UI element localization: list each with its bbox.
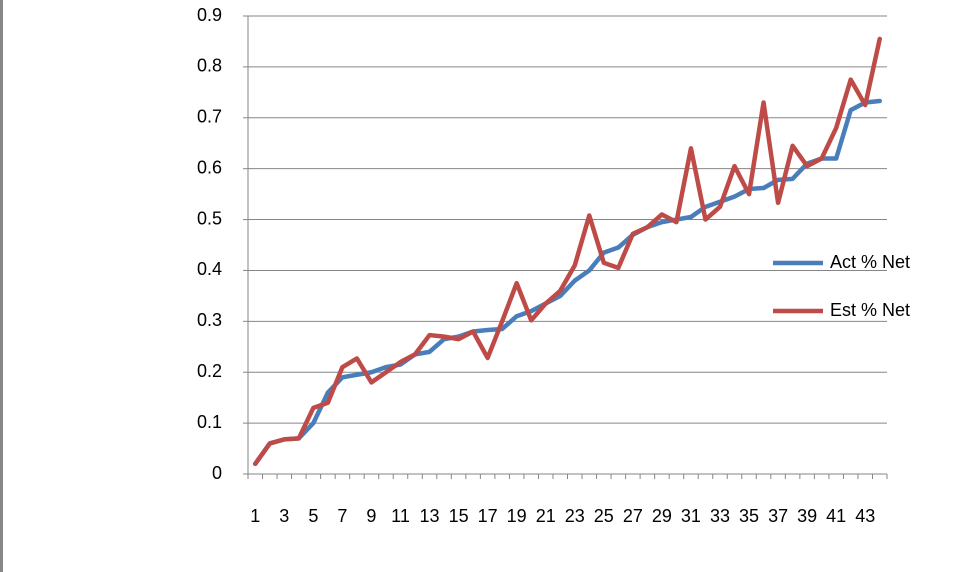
- series-line: [253, 36, 882, 467]
- y-tick-label: 0.9: [197, 5, 222, 25]
- x-tick-label: 25: [594, 506, 614, 526]
- x-tick-label: 39: [797, 506, 817, 526]
- y-tick-label: 0.6: [197, 157, 222, 177]
- x-tick-label: 3: [279, 506, 289, 526]
- x-tick-label: 31: [681, 506, 701, 526]
- legend-label: Act % Net: [830, 252, 910, 272]
- legend-label: Est % Net: [830, 300, 910, 320]
- x-tick-label: 35: [739, 506, 759, 526]
- y-tick-label: 0.5: [197, 208, 222, 228]
- y-tick-label: 0.8: [197, 56, 222, 76]
- x-tick-label: 7: [337, 506, 347, 526]
- x-tick-label: 1: [250, 506, 260, 526]
- x-tick-label: 9: [366, 506, 376, 526]
- x-tick-label: 19: [507, 506, 527, 526]
- x-tick-label: 21: [536, 506, 556, 526]
- y-tick-label: 0.1: [197, 412, 222, 432]
- x-tick-label: 5: [308, 506, 318, 526]
- x-tick-label: 41: [826, 506, 846, 526]
- x-tick-label: 33: [710, 506, 730, 526]
- x-tick-label: 29: [652, 506, 672, 526]
- x-tick-label: 27: [623, 506, 643, 526]
- x-tick-label: 37: [768, 506, 788, 526]
- x-tick-label: 13: [420, 506, 440, 526]
- y-tick-label: 0.2: [197, 361, 222, 381]
- x-tick-label: 23: [565, 506, 585, 526]
- x-tick-label: 17: [478, 506, 498, 526]
- y-tick-label: 0: [212, 463, 222, 483]
- y-tick-label: 0.7: [197, 107, 222, 127]
- x-tick-label: 15: [449, 506, 469, 526]
- frame-edge: [0, 0, 3, 572]
- y-tick-label: 0.3: [197, 310, 222, 330]
- x-tick-label: 11: [391, 506, 410, 526]
- y-tick-label: 0.4: [197, 259, 222, 279]
- x-tick-label: 43: [855, 506, 875, 526]
